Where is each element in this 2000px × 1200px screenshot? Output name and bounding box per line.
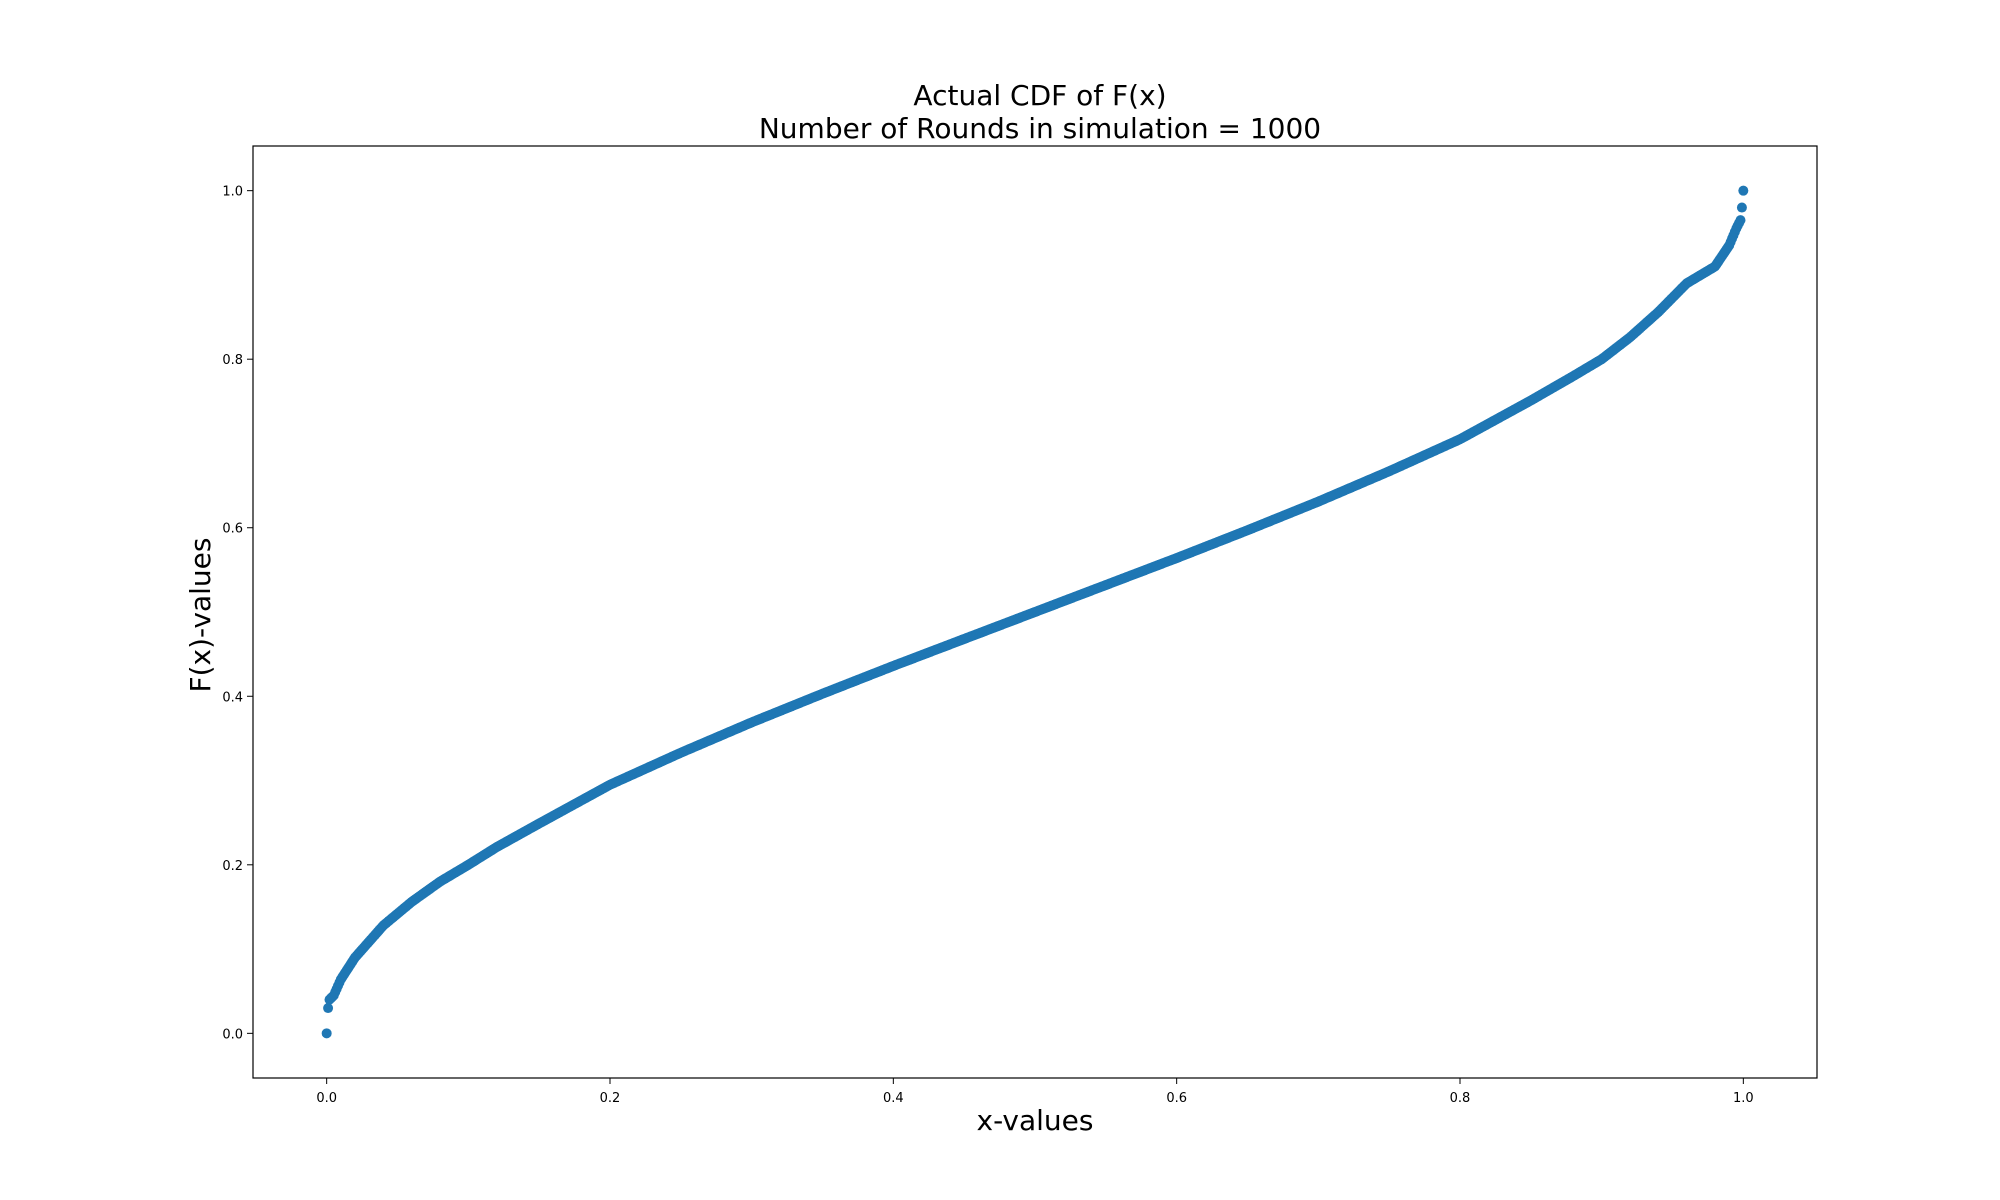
y-axis-label: F(x)-values — [184, 538, 217, 693]
x-tick-label: 0.8 — [1450, 1091, 1471, 1106]
y-tick-label: 0.4 — [222, 690, 243, 705]
plot-frame — [252, 145, 1818, 1079]
data-point — [1738, 185, 1749, 196]
y-tick-label: 1.0 — [222, 185, 243, 200]
y-tick-label: 0.8 — [222, 353, 243, 368]
y-tick-label: 0.2 — [222, 859, 243, 874]
x-axis-label: x-values — [977, 1104, 1094, 1137]
data-point — [323, 1003, 334, 1014]
x-tick-label: 0.6 — [1166, 1091, 1187, 1106]
data-point — [1735, 215, 1746, 226]
x-tick-label: 1.0 — [1733, 1091, 1754, 1106]
x-tick-label: 0.4 — [883, 1091, 904, 1106]
y-tick-label: 0.6 — [222, 522, 243, 537]
y-axis-ticks: 0.0 0.2 0.4 0.6 0.8 1.0 — [222, 185, 253, 1042]
x-tick-label: 0.2 — [600, 1091, 621, 1106]
data-points — [321, 185, 1749, 1039]
chart-subtitle: Number of Rounds in simulation = 1000 — [759, 112, 1321, 145]
x-tick-label: 0.0 — [316, 1091, 337, 1106]
y-tick-label: 0.0 — [222, 1027, 243, 1042]
chart-title: Actual CDF of F(x) — [913, 79, 1166, 112]
data-point — [321, 1028, 332, 1039]
x-axis-ticks: 0.0 0.2 0.4 0.6 0.8 1.0 — [316, 1078, 1754, 1106]
data-point — [1736, 202, 1747, 213]
